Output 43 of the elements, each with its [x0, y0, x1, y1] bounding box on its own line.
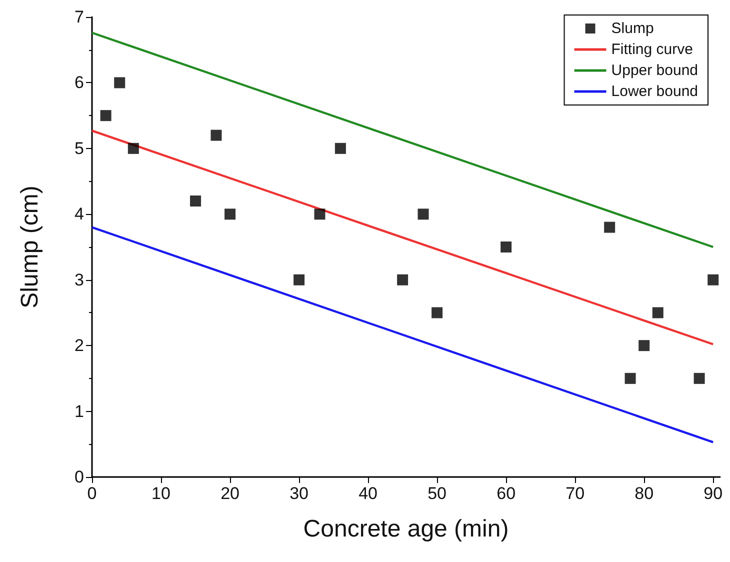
- point: [604, 222, 616, 233]
- x-axis-title: Concrete age (min): [303, 516, 509, 542]
- x-tick-label: 0: [87, 484, 97, 503]
- point: [638, 340, 650, 352]
- y-tick-label: 3: [74, 270, 84, 290]
- legend-label: Lower bound: [611, 83, 698, 100]
- point: [397, 274, 408, 286]
- legend-label: Upper bound: [611, 62, 698, 79]
- point: [708, 274, 719, 286]
- point: [100, 110, 112, 122]
- point: [190, 196, 202, 206]
- point: [334, 142, 346, 154]
- point: [500, 242, 512, 252]
- point: [418, 208, 429, 220]
- legend-label: Fitting curve: [611, 41, 693, 58]
- x-tick-label: 30: [290, 484, 308, 503]
- point: [624, 372, 636, 384]
- x-tick-label: 70: [566, 484, 585, 503]
- y-tick-label: 5: [74, 138, 84, 158]
- x-tick-label: 20: [220, 484, 240, 503]
- y-tick-label: 1: [74, 402, 84, 421]
- y-tick-label: 0: [74, 468, 84, 486]
- y-tick-label: 7: [74, 8, 84, 26]
- point: [128, 142, 139, 154]
- x-tick-label: 50: [428, 484, 447, 503]
- x-tick-label: 60: [496, 484, 516, 503]
- point: [432, 307, 443, 318]
- x-tick-label: 90: [704, 484, 723, 503]
- point: [314, 208, 326, 220]
- point: [294, 274, 305, 286]
- point: [210, 130, 222, 141]
- point: [114, 77, 126, 88]
- point: [694, 372, 705, 384]
- y-tick-label: 4: [74, 204, 84, 224]
- x-tick-label: 40: [358, 484, 378, 503]
- point: [224, 208, 236, 220]
- y-tick-label: 2: [74, 336, 84, 356]
- y-tick-label: 6: [74, 73, 84, 92]
- legend-label: Slump: [611, 20, 654, 37]
- x-tick-label: 80: [634, 484, 654, 503]
- x-tick-label: 10: [152, 484, 170, 503]
- point: [652, 307, 664, 318]
- y-axis-title: Slump (cm): [16, 186, 44, 308]
